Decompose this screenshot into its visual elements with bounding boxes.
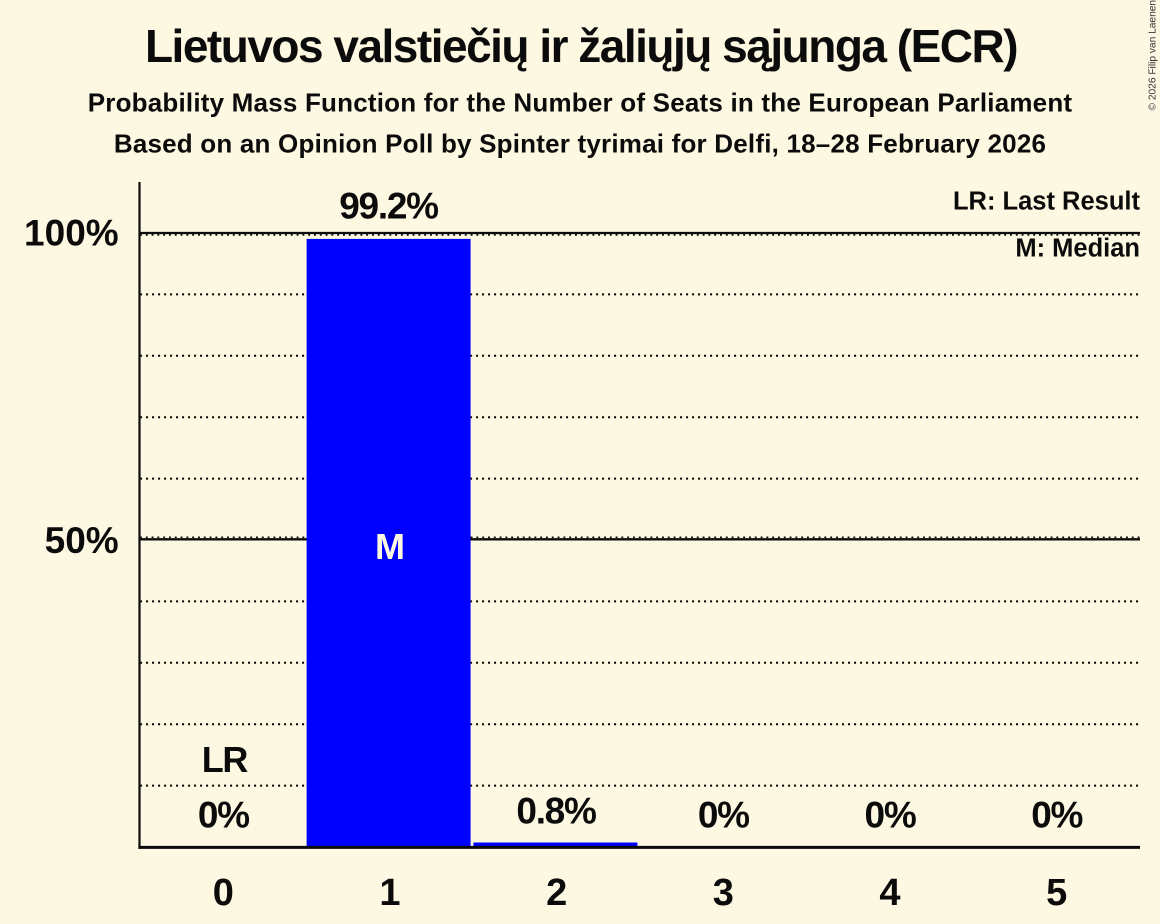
svg-text:1: 1: [379, 872, 400, 914]
svg-text:0: 0: [213, 872, 234, 914]
svg-text:0.8%: 0.8%: [516, 791, 596, 832]
svg-text:Based on an Opinion Poll by Sp: Based on an Opinion Poll by Spinter tyri…: [114, 128, 1046, 158]
svg-text:LR: Last Result: LR: Last Result: [953, 188, 1141, 216]
svg-text:0%: 0%: [198, 795, 249, 836]
svg-text:3: 3: [713, 872, 734, 914]
svg-text:5: 5: [1046, 872, 1067, 914]
svg-text:4: 4: [879, 872, 900, 914]
svg-text:100%: 100%: [24, 213, 119, 254]
svg-text:M: Median: M: Median: [1015, 235, 1140, 263]
svg-text:0%: 0%: [1031, 795, 1082, 836]
svg-text:Lietuvos valstiečių ir žaliųjų: Lietuvos valstiečių ir žaliųjų sąjunga (…: [145, 20, 1017, 72]
svg-text:Probability Mass Function for: Probability Mass Function for the Number…: [88, 87, 1073, 117]
svg-text:M: M: [375, 526, 405, 567]
svg-text:2: 2: [546, 872, 567, 914]
svg-text:99.2%: 99.2%: [339, 186, 438, 227]
svg-text:LR: LR: [202, 739, 249, 780]
svg-text:0%: 0%: [865, 795, 916, 836]
svg-text:50%: 50%: [45, 520, 119, 561]
svg-text:© 2026 Filip van Laenen: © 2026 Filip van Laenen: [1148, 0, 1159, 111]
svg-text:0%: 0%: [698, 795, 749, 836]
